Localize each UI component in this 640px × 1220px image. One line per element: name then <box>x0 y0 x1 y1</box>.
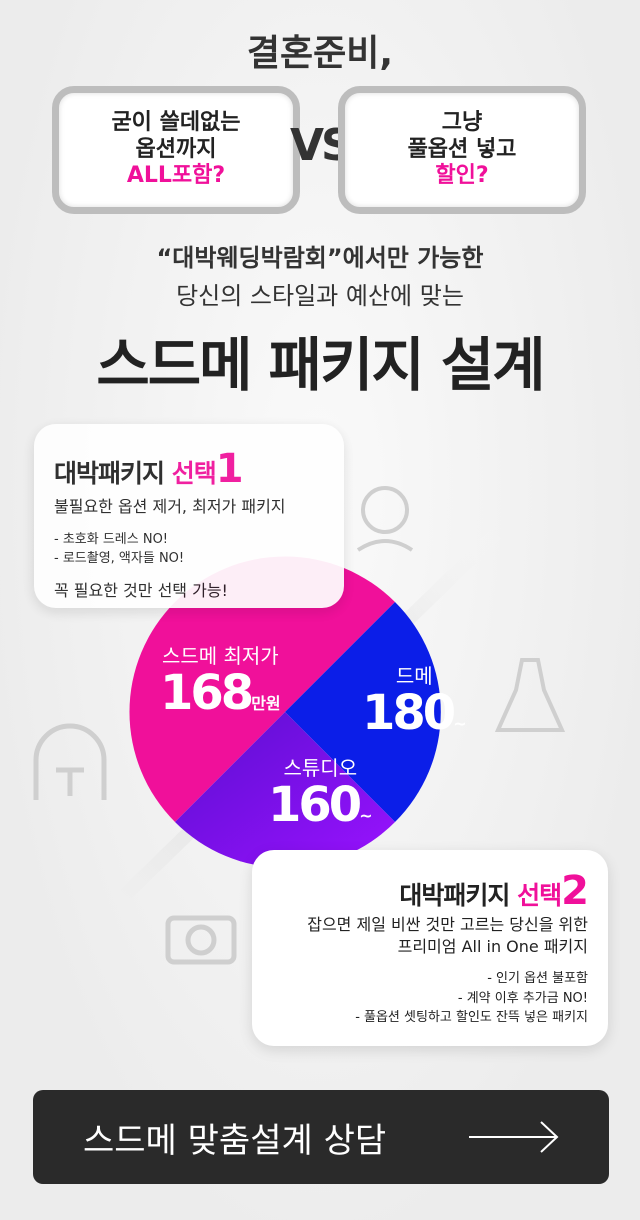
dress-price-unit: ~ <box>453 714 467 733</box>
dress-price-value: 180 <box>362 685 456 741</box>
option-1-item: - 로드촬영, 액자들 NO! <box>54 551 185 567</box>
total-price-label: 스드메 최저가 168만원 <box>160 640 281 717</box>
main-title: 스드메 패키지 설계 <box>96 331 545 399</box>
studio-price-title: 스튜디오 <box>283 756 358 780</box>
headline: 결혼준비, <box>246 33 394 74</box>
option-2-number: 2 <box>561 868 589 914</box>
total-price-value: 168 <box>160 665 254 721</box>
compare-right-box: 그냥 풀옵션 넣고 할인? <box>338 86 586 214</box>
option-2-list: - 인기 옵션 불포함 - 계약 이후 추가금 NO! - 풀옵션 셋팅하고 할… <box>272 969 588 1028</box>
studio-price-label: 스튜디오 160~ <box>268 752 373 829</box>
bride-icon <box>356 486 414 552</box>
option-2-item: - 풀옵션 셋팅하고 할인도 잔뜩 넣은 패키지 <box>355 1010 588 1026</box>
option-2-desc-1: 잡으면 제일 비싼 것만 고르는 당신을 위한 <box>307 915 588 934</box>
option-2-card: 대박패키지 선택2 잡으면 제일 비싼 것만 고르는 당신을 위한 프리미엄 A… <box>252 850 608 1046</box>
option-1-title-accent: 선택 <box>171 459 217 488</box>
option-1-card: 대박패키지 선택1 불필요한 옵션 제거, 최저가 패키지 - 초호화 드레스 … <box>34 424 344 608</box>
studio-price-value: 160 <box>268 777 362 833</box>
purple-segment <box>175 712 395 868</box>
dress-price-title: 드메 <box>395 664 433 688</box>
compare-right-line1: 그냥 <box>441 110 483 136</box>
dress-icon <box>494 658 566 732</box>
total-price-title: 스드메 최저가 <box>161 644 279 668</box>
subtitle-2: 당신의 스타일과 예산에 맞는 <box>176 282 464 310</box>
option-2-item: - 인기 옵션 불포함 <box>487 971 588 987</box>
option-2-title-text: 대박패키지 <box>399 881 510 910</box>
arrow-right-icon <box>469 1121 559 1153</box>
compare-left-line2: 옵션까지 <box>135 136 217 162</box>
compare-right-line2: 풀옵션 넣고 <box>407 136 517 162</box>
dress-price-label: 드메 180~ <box>362 660 467 737</box>
subtitle-1: “대박웨딩박람회”에서만 가능한 <box>156 244 484 272</box>
wedding-arch-icon <box>33 723 107 800</box>
total-price-unit: 만원 <box>251 694 281 713</box>
compare-left-box: 굳이 쓸데없는 옵션까지 ALL포함? <box>52 86 300 214</box>
studio-price-unit: ~ <box>359 806 373 825</box>
pink-segment <box>129 556 395 822</box>
option-1-item: - 초호화 드레스 NO! <box>54 531 169 547</box>
consultation-button-label: 스드메 맞춤설계 상담 <box>83 1120 387 1161</box>
option-1-emphasis: 꼭 필요한 것만 선택 가능! <box>54 580 228 600</box>
compare-left-line1: 굳이 쓸데없는 <box>111 110 241 136</box>
compare-right-line3: 할인? <box>435 163 489 189</box>
compare-left-line3: ALL포함? <box>126 163 226 189</box>
option-1-number: 1 <box>215 446 244 492</box>
option-2-title-accent: 선택 <box>517 881 562 910</box>
option-2-title: 대박패키지 선택2 <box>272 868 589 914</box>
option-1-list: - 초호화 드레스 NO! - 로드촬영, 액자들 NO! <box>54 530 324 569</box>
blue-segment <box>285 602 441 822</box>
option-1-title: 대박패키지 선택1 <box>54 446 324 492</box>
option-2-desc-2: 프리미엄 All in One 패키지 <box>397 936 588 956</box>
option-1-desc: 불필요한 옵션 제거, 최저가 패키지 <box>54 497 286 516</box>
option-2-item: - 계약 이후 추가금 NO! <box>457 990 588 1006</box>
price-diagram <box>33 486 566 965</box>
consultation-button[interactable]: 스드메 맞춤설계 상담 <box>33 1090 609 1184</box>
option-1-title-text: 대박패키지 <box>54 459 165 488</box>
camera-icon <box>165 915 237 965</box>
